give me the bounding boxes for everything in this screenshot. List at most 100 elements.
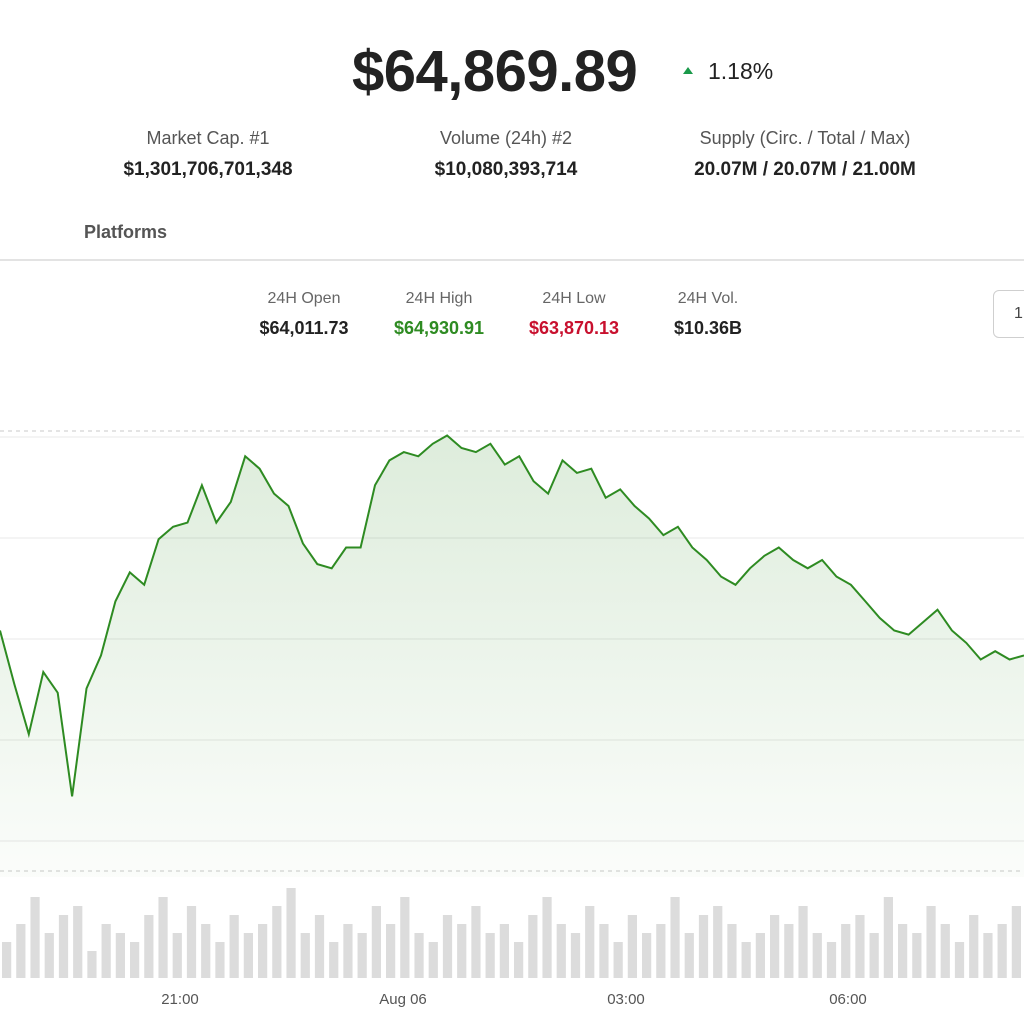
volume-bar [144,915,154,978]
volume-bar [101,924,111,978]
volume-bar [826,942,837,978]
volume-bar [186,906,197,978]
low-label: 24H Low [542,290,606,307]
platforms-tab[interactable]: Platforms [84,222,168,242]
volume-stat: Volume (24h) #2 $10,080,393,714 [386,128,626,181]
high-label: 24H High [405,290,473,307]
x-tick-label: 03:00 [607,991,645,1008]
time-range-button[interactable]: 1 [993,290,1024,338]
market-cap-label: Market Cap. #1 [146,128,270,148]
volume-bar [613,942,623,978]
volume-bar [684,933,694,978]
volume-bar [883,897,893,978]
ohlc-high: 24H High $64,930.91 [369,290,509,339]
volume-bar [115,933,125,978]
volume-bar [1011,906,1021,978]
volume-bar [172,933,182,978]
volume-bars [2,888,1021,978]
volume-bar [386,924,396,978]
market-cap-stat: Market Cap. #1 $1,301,706,701,348 [88,128,328,181]
volume-bar [201,924,211,978]
volume-bar [798,906,808,978]
volume-bar [940,924,950,978]
volume-bar [542,897,552,978]
volume-bar [983,933,993,978]
open-value: $64,011.73 [259,318,349,338]
volume-bar [314,915,325,978]
volume-bar [442,915,453,978]
x-tick-label: Aug 06 [379,991,427,1008]
ohlc-low: 24H Low $63,870.13 [504,290,644,339]
x-tick-label: 21:00 [161,991,199,1008]
volume-bar [258,924,268,978]
current-price: $64,869.89 [352,39,638,104]
supply-stat: Supply (Circ. / Total / Max) 20.07M / 20… [660,128,950,181]
volume-bar [926,906,936,978]
volume-bar [44,933,54,978]
price-area [0,435,1024,877]
volume-bar [698,915,709,978]
volume-bar [528,915,538,978]
volume-bar [215,942,225,978]
volume-bar [357,933,367,978]
volume-bar [514,942,524,978]
volume-label: Volume (24h) #2 [439,128,573,148]
volume-bar [485,933,495,978]
volume-bar [727,924,737,978]
volume-bar [343,924,353,978]
ohlc-open: 24H Open $64,011.73 [234,290,374,339]
volume-bar [869,933,879,978]
volume-bar [2,942,12,978]
volume-bar [457,924,467,978]
vol-value: $10.36B [673,318,743,338]
volume-bar [741,942,751,978]
volume-bar [656,924,666,978]
volume-bar [400,897,410,978]
volume-bar [898,924,908,978]
x-tick-label: 06:00 [829,991,867,1008]
price-line [0,434,1024,797]
volume-bar [16,924,26,978]
volume-bar [58,915,69,978]
volume-bar [642,933,652,978]
volume-bar [300,933,310,978]
volume-bar [855,915,865,978]
up-arrow-icon [683,67,693,74]
volume-bar [556,924,566,978]
volume-bar [499,924,509,978]
volume-bar [841,924,851,978]
volume-bar [30,897,40,978]
volume-bar [670,897,680,978]
supply-value: 20.07M / 20.07M / 21.00M [694,159,916,180]
volume-bar [243,933,253,978]
high-value: $64,930.91 [393,318,485,338]
volume-bar [130,942,140,978]
volume-bar [585,906,595,978]
volume-bar [755,933,765,978]
x-axis-ticks: 21:00 Aug 06 03:00 06:00 [161,991,867,1008]
low-value: $63,870.13 [528,318,620,338]
price-chart[interactable]: 21:00 Aug 06 03:00 06:00 [0,372,1024,1024]
volume-bar [158,897,168,978]
volume-bar [73,906,83,978]
volume-bar [286,888,296,978]
volume-bar [997,924,1007,978]
market-cap-value: $1,301,706,701,348 [123,159,293,180]
volume-bar [770,915,780,978]
volume-bar [912,933,922,978]
ohlc-volume: 24H Vol. $10.36B [638,290,778,339]
vol-label: 24H Vol. [677,290,739,307]
volume-bar [954,942,965,978]
volume-bar [371,906,381,978]
volume-bar [329,942,339,978]
volume-bar [87,951,97,978]
volume-bar [812,933,822,978]
volume-bar [229,915,239,978]
volume-bar [272,906,282,978]
volume-bar [570,933,581,978]
volume-bar [471,906,481,978]
volume-value: $10,080,393,714 [434,159,578,180]
section-divider [0,259,1024,261]
volume-bar [784,924,794,978]
price-change-percent: 1.18% [708,58,774,84]
